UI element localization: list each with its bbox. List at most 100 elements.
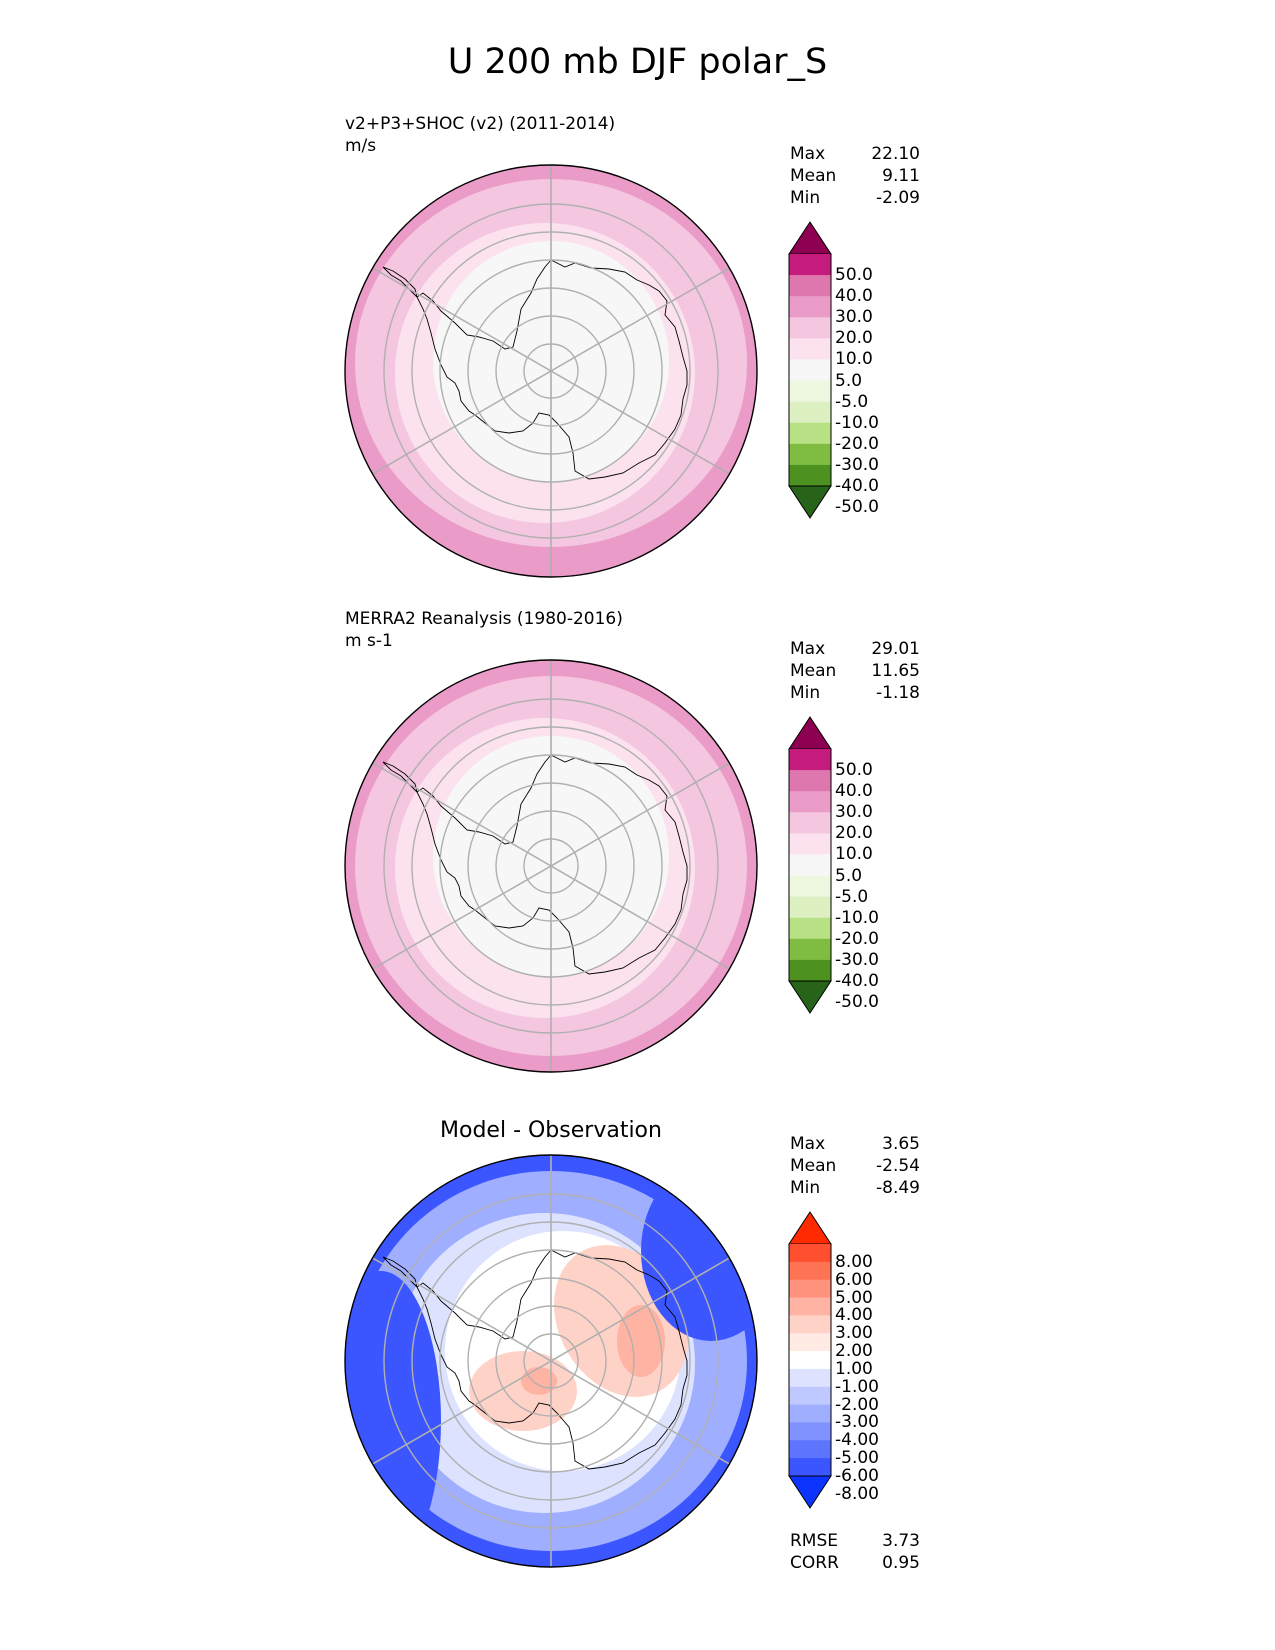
colorbar-tick-label: 4.00	[835, 1305, 873, 1326]
colorbar-extend-min	[788, 485, 832, 519]
colorbar-segment-10	[789, 1422, 831, 1441]
colorbar-extend-max	[788, 221, 832, 255]
panel-2-colorbar	[788, 716, 832, 1014]
colorbar-segment-8	[789, 1386, 831, 1406]
colorbar-tick-label: 40.0	[835, 781, 873, 802]
colorbar-tick-label: -5.0	[835, 391, 869, 412]
panel-2-dataset-label: MERRA2 Reanalysis (1980-2016)	[345, 609, 623, 629]
panel-1-dataset-label: v2+P3+SHOC (v2) (2011-2014)	[345, 114, 616, 134]
colorbar-segment-1	[789, 275, 831, 297]
colorbar-segment-9	[789, 443, 831, 466]
colorbar-segment-5	[789, 854, 831, 877]
panel-2-polar-map	[344, 659, 758, 1073]
colorbar-tick-label: -40.0	[835, 971, 879, 991]
map-boundary	[344, 164, 758, 578]
colorbar-tick-label: 50.0	[835, 265, 873, 286]
colorbar-tick-label: 30.0	[835, 802, 873, 823]
map-boundary	[344, 659, 758, 1073]
meridian-gridline-5	[372, 1257, 730, 1465]
colorbar-tick-label: 6.00	[835, 1269, 873, 1290]
colorbar-segment-0	[789, 254, 831, 276]
meridian-gridline-5	[372, 762, 730, 970]
colorbar-tick-label: 50.0	[835, 760, 873, 781]
colorbar-segment-0	[789, 749, 831, 771]
colorbar-segment-11	[789, 1440, 831, 1459]
stat-min: Min -2.09	[790, 188, 920, 208]
colorbar-tick-label: -1.00	[835, 1376, 879, 1397]
positive-anomaly-east-core	[617, 1305, 665, 1377]
colorbar-tick-label: -20.0	[835, 433, 879, 454]
stat-mean: Mean -2.54	[790, 1156, 920, 1176]
colorbar-tick-label: -2.00	[835, 1394, 879, 1415]
panel-2-units-label: m s-1	[345, 631, 393, 651]
map-boundary	[344, 1154, 758, 1568]
colorbar-segment-0	[789, 1244, 831, 1263]
figure-title: U 200 mb DJF polar_S	[447, 42, 828, 82]
meridian-gridline-5	[372, 267, 730, 475]
colorbar-tick-label: 8.00	[835, 1251, 873, 1272]
colorbar-tick-label: -50.0	[835, 497, 879, 518]
colorbar-tick-label: 5.00	[835, 1287, 873, 1308]
colorbar-segment-2	[789, 1279, 831, 1299]
colorbar-tick-label: 3.00	[835, 1323, 873, 1344]
panel-2-stats: Max 29.01 Mean 11.65 Min -1.18	[790, 638, 920, 704]
colorbar-segment-4	[789, 1315, 831, 1334]
colorbar-tick-label: 20.0	[835, 328, 873, 349]
stat-max: Max 22.10	[790, 144, 920, 164]
colorbar-segment-1	[789, 770, 831, 792]
colorbar-segment-10	[789, 959, 831, 982]
colorbar-segment-5	[789, 359, 831, 382]
colorbar-tick-label: -10.0	[835, 412, 879, 433]
colorbar-tick-label: -30.0	[835, 454, 879, 475]
colorbar-segment-2	[789, 791, 831, 813]
colorbar-tick-label: 40.0	[835, 286, 873, 307]
colorbar-segment-6	[789, 875, 831, 898]
colorbar-extend-min	[788, 980, 832, 1014]
colorbar-tick-label: 10.0	[835, 844, 873, 865]
colorbar-frame	[788, 749, 832, 981]
colorbar-segment-12	[789, 1458, 831, 1477]
panel-2-title: MERRA2 Reanalysis (1980-2016) m s-1	[345, 608, 623, 652]
panel-3-metrics: RMSE 3.73 CORR 0.95	[790, 1530, 920, 1574]
stat-max: Max 3.65	[790, 1134, 920, 1154]
colorbar-segment-6	[789, 1351, 831, 1370]
colorbar-tick-label: -8.00	[835, 1483, 879, 1504]
panel-3-title: Model - Observation	[440, 1118, 662, 1143]
colorbar-frame	[788, 1244, 832, 1476]
colorbar-segment-2	[789, 296, 831, 318]
colorbar-tick-label: -40.0	[835, 476, 879, 496]
colorbar-tick-label: -5.00	[835, 1448, 879, 1469]
colorbar-tick-label: -5.0	[835, 886, 869, 907]
colorbar-tick-label: 20.0	[835, 823, 873, 844]
colorbar-segment-7	[789, 896, 831, 919]
colorbar-segment-4	[789, 338, 831, 360]
colorbar-tick-label: -3.00	[835, 1412, 879, 1433]
panel-1-title: v2+P3+SHOC (v2) (2011-2014) m/s	[345, 113, 615, 157]
colorbar-tick-label: -30.0	[835, 949, 879, 970]
panel-1-stats: Max 22.10 Mean 9.11 Min -2.09	[790, 143, 920, 209]
colorbar-segment-1	[789, 1261, 831, 1281]
panel-3-colorbar	[788, 1211, 832, 1509]
colorbar-segment-3	[789, 1297, 831, 1316]
colorbar-tick-label: 1.00	[835, 1358, 873, 1379]
colorbar-tick-label: -20.0	[835, 928, 879, 949]
stat-min: Min -8.49	[790, 1178, 920, 1198]
colorbar-tick-label: 5.0	[835, 370, 863, 391]
colorbar-segment-5	[789, 1333, 831, 1352]
colorbar-tick-label: 10.0	[835, 349, 873, 370]
colorbar-tick-label: 30.0	[835, 307, 873, 328]
colorbar-extend-max	[788, 716, 832, 750]
colorbar-tick-label: -4.00	[835, 1430, 879, 1451]
colorbar-segment-3	[789, 812, 831, 834]
colorbar-segment-6	[789, 380, 831, 403]
colorbar-segment-8	[789, 422, 831, 445]
metric-rmse: RMSE 3.73	[790, 1531, 920, 1551]
colorbar-segment-4	[789, 833, 831, 855]
panel-1-polar-map	[344, 164, 758, 578]
colorbar-tick-label: -50.0	[835, 992, 879, 1013]
colorbar-segment-8	[789, 917, 831, 940]
panel-3-stats: Max 3.65 Mean -2.54 Min -8.49	[790, 1133, 920, 1199]
colorbar-tick-label: 2.00	[835, 1341, 873, 1362]
colorbar-frame	[788, 254, 832, 486]
colorbar-segment-9	[789, 938, 831, 961]
